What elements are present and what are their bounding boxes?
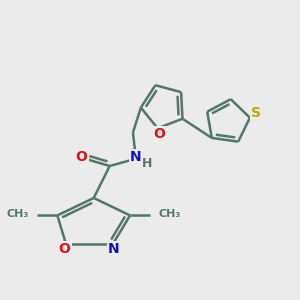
- Text: O: O: [153, 127, 165, 141]
- Text: O: O: [59, 242, 70, 256]
- Text: H: H: [142, 157, 152, 169]
- Text: S: S: [251, 106, 261, 120]
- Text: CH₃: CH₃: [7, 209, 29, 219]
- Text: CH₃: CH₃: [158, 209, 181, 219]
- Text: N: N: [130, 150, 142, 164]
- Text: N: N: [108, 242, 120, 256]
- Text: O: O: [76, 150, 87, 164]
